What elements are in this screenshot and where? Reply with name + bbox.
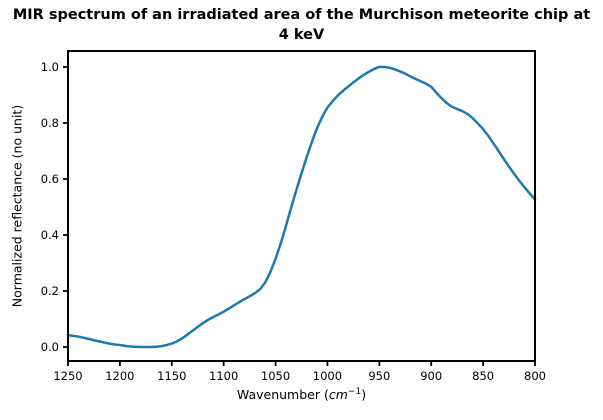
x-tick-label: 1200 <box>105 369 134 383</box>
chart-title: MIR spectrum of an irradiated area of th… <box>0 5 603 45</box>
axes-spines <box>67 50 536 362</box>
y-tick-label: 0.4 <box>41 228 59 242</box>
spectrum-line <box>66 65 537 349</box>
x-axis-label-exponent: −1 <box>347 386 362 397</box>
y-tick-label: 0.2 <box>41 284 59 298</box>
x-axis-label-suffix: ) <box>361 387 367 402</box>
x-tick-label: 900 <box>420 369 442 383</box>
x-tick-label: 1100 <box>209 369 238 383</box>
y-tick-label: 1.0 <box>41 60 59 74</box>
chart-title-line-1: MIR spectrum of an irradiated area of th… <box>12 7 591 23</box>
x-axis-label-unit: cm <box>328 387 348 402</box>
x-tick-label: 800 <box>524 369 546 383</box>
x-tick-label: 1250 <box>53 369 82 383</box>
x-axis-label: Wavenumber (cm−1) <box>0 387 603 402</box>
x-tick-label: 1150 <box>157 369 186 383</box>
x-tick-label: 950 <box>368 369 390 383</box>
x-tick-label: 1000 <box>313 369 342 383</box>
x-tick-label: 850 <box>472 369 494 383</box>
chart-title-line-2: 4 keV <box>278 27 325 43</box>
y-tick-label: 0.0 <box>41 340 59 354</box>
y-tick-label: 0.6 <box>41 172 59 186</box>
x-axis-label-prefix: Wavenumber ( <box>236 387 329 402</box>
y-tick-label: 0.8 <box>41 116 59 130</box>
x-tick-label: 1050 <box>261 369 290 383</box>
